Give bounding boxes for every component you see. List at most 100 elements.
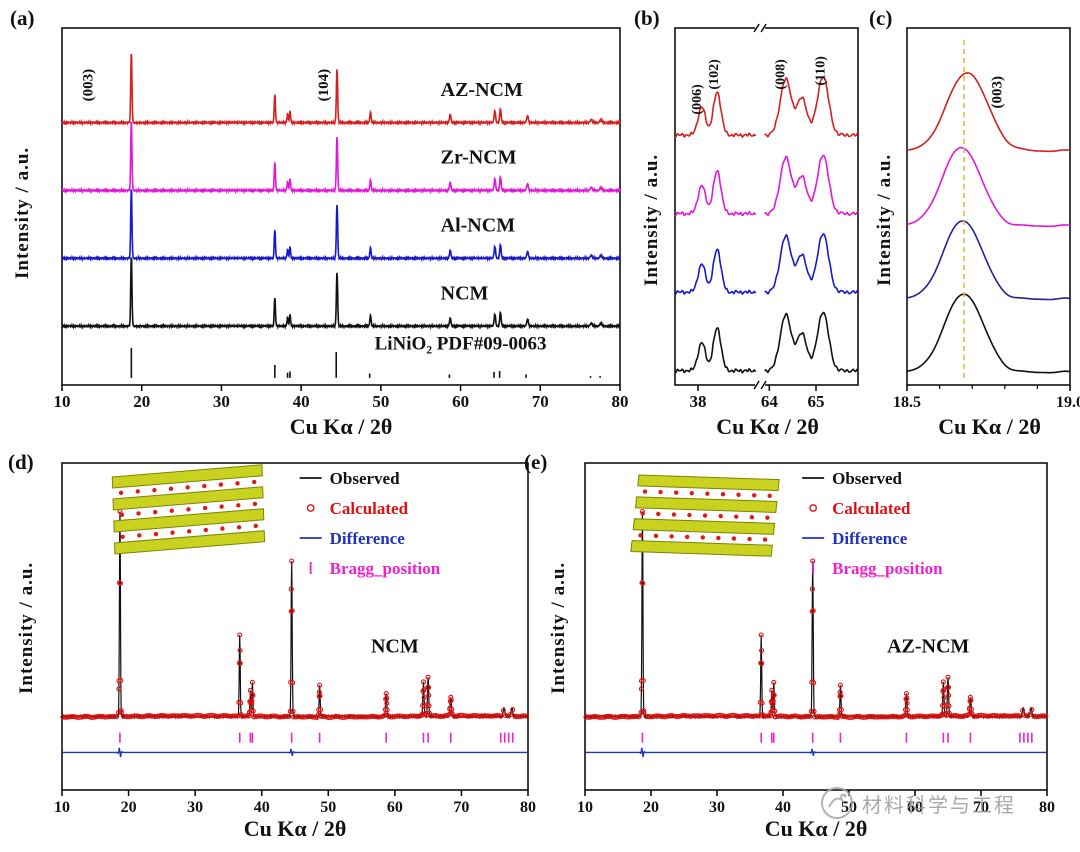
- calculated-point: [1017, 713, 1023, 719]
- calculated-point: [976, 713, 982, 719]
- calculated-point: [994, 713, 1000, 719]
- calculated-point: [814, 714, 820, 720]
- calculated-point: [214, 713, 220, 719]
- calculated-point: [318, 713, 324, 719]
- calculated-point: [442, 713, 448, 719]
- calculated-point: [116, 580, 123, 586]
- calculated-point: [300, 714, 306, 720]
- calculated-point: [430, 713, 437, 719]
- x-tick-label: 10: [54, 392, 71, 411]
- calculated-point: [281, 714, 287, 720]
- calculated-point: [211, 713, 217, 719]
- calculated-point: [354, 714, 360, 720]
- calculated-point: [402, 714, 409, 720]
- calculated-point: [802, 714, 808, 720]
- calculated-point: [752, 713, 758, 719]
- calculated-point: [426, 703, 432, 709]
- calculated-point: [620, 713, 626, 719]
- calculated-point: [862, 714, 869, 720]
- calculated-point: [221, 713, 227, 719]
- lithium-dot: [202, 505, 208, 511]
- legend-marker-circle: [306, 504, 315, 512]
- calculated-point: [1006, 713, 1012, 719]
- calculated-point: [477, 713, 483, 719]
- calculated-point: [923, 714, 929, 720]
- calculated-point: [640, 580, 646, 587]
- calculated-point: [638, 686, 644, 692]
- calculated-point: [865, 714, 871, 720]
- calculated-point: [107, 714, 113, 720]
- calculated-point: [295, 714, 301, 720]
- calculated-point: [249, 698, 255, 704]
- calculated-point: [514, 714, 520, 720]
- x-tick-label: 70: [973, 799, 989, 816]
- calculated-point: [109, 713, 115, 720]
- x-tick-label: 80: [1039, 799, 1055, 816]
- axis-break-mark: [760, 23, 767, 33]
- calculated-point: [326, 715, 332, 721]
- calculated-point: [710, 713, 716, 719]
- calculated-point: [524, 713, 530, 719]
- peak-annotation: (110): [813, 56, 828, 86]
- x-tick-label: 60: [387, 799, 403, 816]
- calculated-point: [749, 713, 755, 719]
- calculated-point: [703, 713, 709, 719]
- calculated-point: [293, 714, 299, 720]
- axis-frame: [674, 27, 859, 386]
- xrd-trace: [764, 233, 859, 295]
- calculated-point: [733, 713, 739, 719]
- calculated-point: [883, 714, 889, 720]
- calculated-point: [849, 714, 855, 721]
- calculated-point: [777, 713, 783, 719]
- calculated-point: [250, 692, 256, 698]
- calculated-point: [472, 713, 478, 719]
- x-tick-label: 20: [133, 392, 150, 411]
- panel-b-xaxis-title: Cu Kα / 2θ: [716, 414, 819, 439]
- calculated-point: [365, 714, 371, 720]
- calculated-point: [789, 713, 795, 720]
- calculated-point: [454, 713, 460, 719]
- calculated-point: [272, 713, 278, 719]
- calculated-point: [808, 708, 814, 714]
- panel-d-xaxis-title: Cu Kα / 2θ: [243, 816, 347, 841]
- calculated-point: [634, 714, 640, 720]
- lithium-dot: [702, 513, 708, 518]
- calculated-point: [800, 714, 806, 720]
- calculated-point: [1026, 712, 1033, 718]
- x-tick-label: 40: [254, 799, 270, 816]
- calculated-point: [130, 713, 136, 719]
- calculated-point: [463, 713, 469, 719]
- calculated-point: [340, 714, 346, 721]
- legend-label: Bragg_position: [330, 559, 441, 578]
- calculated-point: [611, 714, 617, 720]
- x-tick-label: 50: [320, 799, 336, 816]
- calculated-point: [361, 714, 367, 720]
- calculated-point: [742, 713, 748, 719]
- calculated-point: [689, 713, 695, 719]
- calculated-point: [183, 713, 190, 719]
- calculated-point: [503, 712, 509, 719]
- calculated-point: [95, 713, 101, 720]
- calculated-point: [315, 712, 321, 718]
- structure-slab: [632, 518, 776, 535]
- calculated-point: [712, 713, 718, 719]
- calculated-point: [913, 713, 919, 719]
- calculated-point: [158, 713, 164, 719]
- calculated-point: [347, 714, 353, 720]
- panel-label-d: (d): [8, 450, 34, 474]
- calculated-point: [897, 714, 903, 720]
- calculated-point: [69, 714, 75, 720]
- calculated-point: [957, 713, 963, 719]
- calculated-point: [962, 713, 968, 719]
- calculated-point: [594, 714, 601, 720]
- calculated-point: [458, 712, 464, 718]
- calculated-point: [687, 713, 693, 719]
- series-label: Al-NCM: [441, 214, 516, 236]
- calculated-point: [950, 713, 956, 719]
- calculated-point: [978, 712, 984, 718]
- calculated-point: [470, 713, 476, 719]
- calculated-point: [757, 713, 763, 719]
- x-tick-label: 64: [761, 392, 779, 411]
- calculated-point: [384, 695, 390, 701]
- calculated-point: [162, 713, 169, 719]
